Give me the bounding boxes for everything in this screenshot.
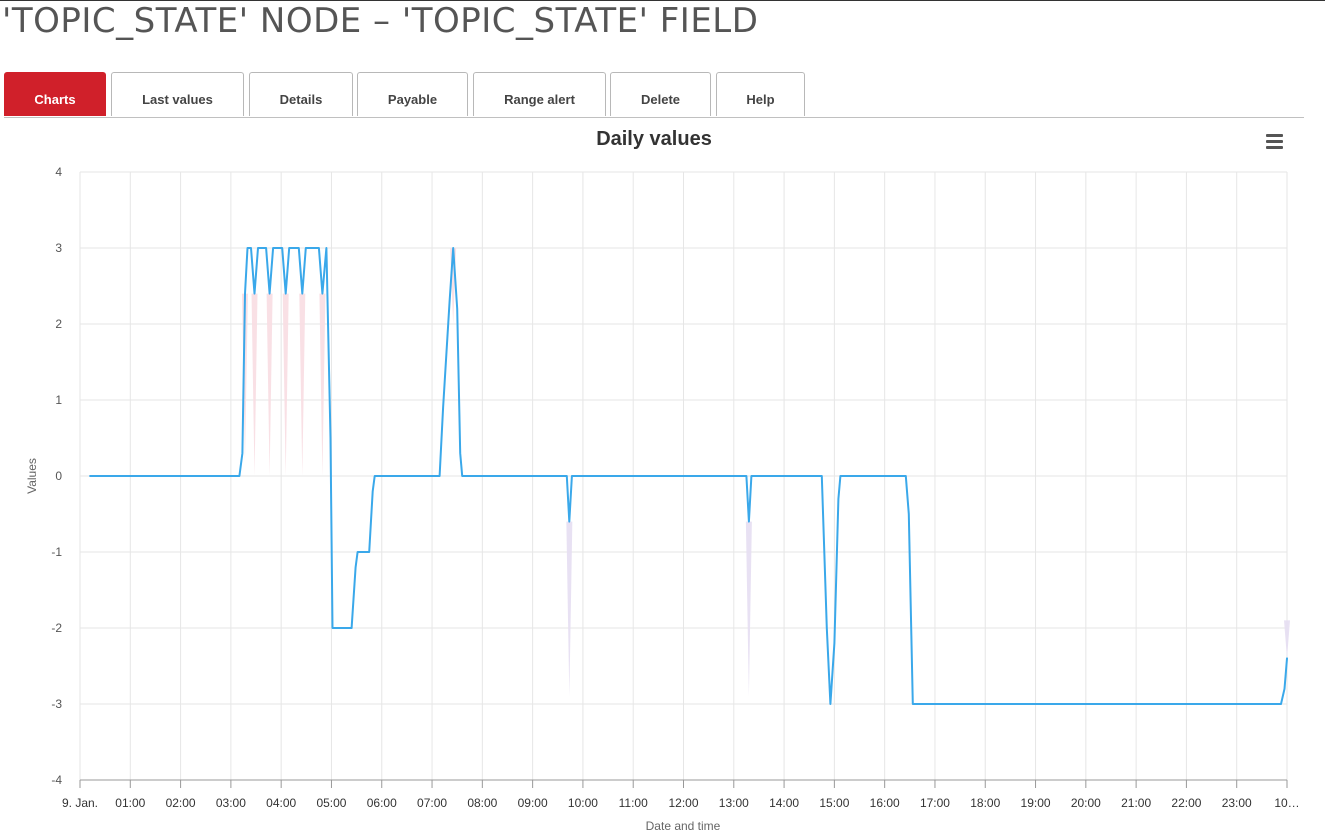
y-axis-title: Values (25, 458, 39, 494)
x-tick-label: 01:00 (115, 796, 145, 810)
y-tick-label: -4 (51, 773, 62, 787)
range-band (266, 293, 273, 476)
range-band (299, 293, 306, 476)
x-tick-label: 11:00 (619, 796, 648, 810)
x-tick-label: 02:00 (166, 796, 196, 810)
y-tick-label: 1 (55, 393, 62, 407)
range-band (1284, 620, 1290, 659)
range-band (282, 293, 289, 476)
x-tick-label: 05:00 (316, 796, 346, 810)
x-tick-label: 20:00 (1071, 796, 1101, 810)
tab-delete[interactable]: Delete (610, 72, 711, 116)
x-tick-label: 07:00 (417, 796, 447, 810)
y-tick-label: 2 (55, 317, 62, 331)
x-tick-label: 17:00 (920, 796, 950, 810)
x-tick-label: 16:00 (870, 796, 900, 810)
x-tick-label: 18:00 (970, 796, 1000, 810)
tab-range-alert[interactable]: Range alert (473, 72, 606, 116)
x-tick-label: 08:00 (467, 796, 497, 810)
x-tick-label: 22:00 (1171, 796, 1201, 810)
x-tick-label: 10:00 (568, 796, 598, 810)
x-tick-label: 15:00 (819, 796, 849, 810)
y-tick-label: 4 (55, 165, 62, 179)
y-tick-label: -1 (51, 545, 62, 559)
series-line (89, 247, 1288, 705)
x-tick-label: 04:00 (266, 796, 296, 810)
x-tick-label: 09:00 (518, 796, 548, 810)
x-tick-label: 21:00 (1121, 796, 1151, 810)
chart-title: Daily values (596, 128, 712, 150)
x-tick-label: 06:00 (367, 796, 397, 810)
x-tick-label: 03:00 (216, 796, 246, 810)
x-tick-label: 23:00 (1222, 796, 1252, 810)
y-tick-label: -2 (51, 621, 62, 635)
tab-bar: Charts Last values Details Payable Range… (4, 72, 1304, 118)
range-band (251, 293, 258, 476)
y-tick-label: -3 (51, 697, 62, 711)
tab-last-values[interactable]: Last values (111, 72, 244, 116)
x-tick-label: 9. Jan. (62, 796, 98, 810)
x-tick-label: 14:00 (769, 796, 799, 810)
range-band (566, 521, 573, 697)
hamburger-menu-icon[interactable] (1266, 134, 1283, 149)
x-axis-title: Date and time (646, 819, 721, 833)
range-band (319, 293, 326, 476)
x-tick-label: 12:00 (668, 796, 698, 810)
tab-payable[interactable]: Payable (357, 72, 468, 116)
x-tick-label: 10… (1274, 796, 1299, 810)
top-rule (0, 0, 1325, 1)
daily-values-chart: Daily values 4 3 2 1 0 -1 -2 -3 -49. Jan. 01:00 02:… (25, 128, 1300, 833)
y-tick-label: 3 (55, 241, 62, 255)
y-tick-label: 0 (55, 469, 62, 483)
x-tick-label: 13:00 (719, 796, 749, 810)
tab-bar-divider (4, 117, 1304, 118)
tab-details[interactable]: Details (249, 72, 353, 116)
tab-help[interactable]: Help (716, 72, 805, 116)
x-tick-label: 19:00 (1021, 796, 1051, 810)
tab-charts[interactable]: Charts (4, 72, 106, 116)
page-title: 'TOPIC_STATE' NODE – 'TOPIC_STATE' FIELD (2, 1, 759, 41)
range-band (745, 521, 752, 697)
